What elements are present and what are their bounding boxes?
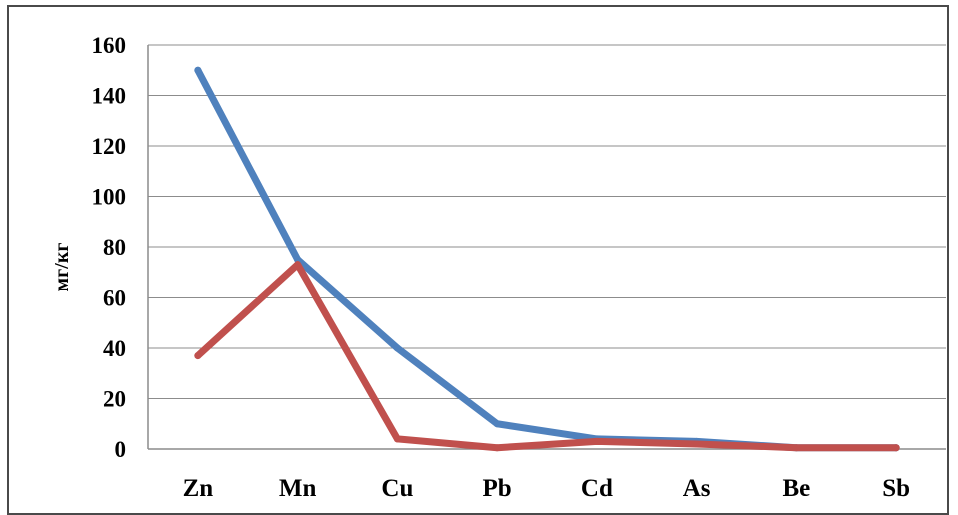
y-tick-label: 100 bbox=[92, 185, 127, 210]
x-tick-label: Sb bbox=[882, 475, 910, 502]
y-axis-label: мг/кг bbox=[51, 243, 73, 292]
x-tick-label: Cu bbox=[381, 475, 413, 502]
series-lines bbox=[194, 66, 900, 452]
x-tick-labels: Zn Mn Cu Pb Cd As Be Sb bbox=[183, 475, 910, 502]
data-point bbox=[892, 444, 900, 452]
y-tick-label: 160 bbox=[92, 33, 127, 58]
x-tick-label: Mn bbox=[279, 475, 317, 502]
y-tick-label: 120 bbox=[92, 134, 127, 159]
x-tick-label: Cd bbox=[581, 475, 613, 502]
y-tick-label: 20 bbox=[103, 387, 126, 412]
x-tick-label: As bbox=[683, 475, 711, 502]
data-point bbox=[393, 435, 401, 443]
data-point bbox=[493, 420, 501, 428]
gridlines bbox=[148, 44, 946, 399]
y-tick-label: 140 bbox=[92, 84, 127, 109]
data-point bbox=[194, 66, 202, 74]
data-point bbox=[792, 444, 800, 452]
y-tick-label: 40 bbox=[103, 336, 126, 361]
y-tick-label: 80 bbox=[103, 235, 126, 260]
data-point bbox=[493, 444, 501, 452]
data-point bbox=[693, 440, 701, 448]
series-line-1 bbox=[194, 66, 900, 452]
data-point bbox=[294, 256, 302, 264]
data-point bbox=[393, 344, 401, 352]
y-tick-labels: 0 20 40 60 80 100 120 140 160 bbox=[92, 33, 127, 462]
data-point bbox=[593, 437, 601, 445]
data-point bbox=[194, 352, 202, 360]
x-tick-label: Be bbox=[782, 475, 810, 502]
chart-frame bbox=[7, 5, 949, 515]
y-tick-label: 60 bbox=[103, 286, 126, 311]
data-point bbox=[294, 261, 302, 269]
series-line-2 bbox=[194, 261, 900, 452]
x-tick-label: Pb bbox=[483, 475, 512, 502]
x-tick-label: Zn bbox=[183, 475, 214, 502]
y-tick-label: 0 bbox=[115, 437, 127, 462]
